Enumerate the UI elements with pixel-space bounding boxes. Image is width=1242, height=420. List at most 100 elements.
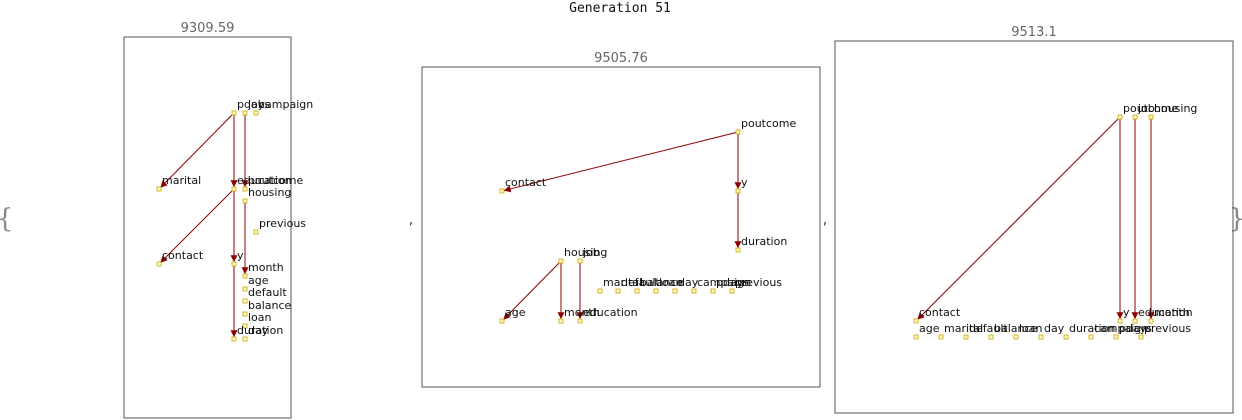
node-contact bbox=[913, 318, 919, 324]
panel-frame bbox=[123, 36, 292, 419]
node-label-month: month bbox=[564, 306, 600, 319]
node-campaign bbox=[1088, 334, 1094, 340]
node-label-poutcome: poutcome bbox=[1123, 102, 1178, 115]
node-label-pdays: pdays bbox=[237, 98, 270, 111]
node-education bbox=[231, 186, 237, 192]
node-label-poutcome: poutcome bbox=[248, 174, 303, 187]
edge-poutcome-to-contact bbox=[503, 131, 739, 193]
node-label-education: education bbox=[1138, 306, 1193, 319]
node-campaign bbox=[253, 110, 259, 116]
node-label-y: y bbox=[1123, 306, 1130, 319]
node-job bbox=[577, 258, 583, 264]
node-label-balance: balance bbox=[640, 276, 684, 289]
node-balance bbox=[988, 334, 994, 340]
node-balance bbox=[634, 288, 640, 294]
node-month bbox=[558, 318, 564, 324]
node-label-day: day bbox=[1044, 322, 1065, 335]
node-label-pdays: pdays bbox=[716, 276, 749, 289]
node-label-duration: duration bbox=[741, 235, 787, 248]
node-contact bbox=[499, 188, 505, 194]
separator-2: , bbox=[823, 212, 827, 228]
node-label-default: default bbox=[248, 286, 287, 299]
node-label-marital: marital bbox=[162, 174, 201, 187]
node-housing bbox=[558, 258, 564, 264]
node-label-marital: marital bbox=[603, 276, 642, 289]
edge-pdays-to-marital bbox=[160, 112, 235, 188]
node-age bbox=[242, 286, 248, 292]
node-previous bbox=[253, 229, 259, 235]
node-label-y: y bbox=[237, 249, 244, 262]
node-label-default: default bbox=[969, 322, 1008, 335]
node-day bbox=[1038, 334, 1044, 340]
node-label-previous: previous bbox=[259, 217, 306, 230]
node-duration bbox=[735, 247, 741, 253]
edge-housing-to-age bbox=[503, 260, 562, 320]
node-previous bbox=[729, 288, 735, 294]
node-label-job: job bbox=[582, 246, 600, 259]
node-label-balance: balance bbox=[994, 322, 1038, 335]
node-day bbox=[672, 288, 678, 294]
panel-frame bbox=[421, 66, 821, 388]
panel-score: 9505.76 bbox=[594, 51, 648, 66]
node-label-contact: contact bbox=[162, 249, 204, 262]
node-label-job: job bbox=[247, 98, 265, 111]
node-label-marital: marital bbox=[944, 322, 983, 335]
node-label-age: age bbox=[505, 306, 526, 319]
node-poutcome bbox=[735, 129, 741, 135]
node-pdays bbox=[710, 288, 716, 294]
node-housing bbox=[1148, 114, 1154, 120]
node-y bbox=[231, 261, 237, 267]
node-label-day: day bbox=[678, 276, 699, 289]
node-poutcome bbox=[242, 186, 248, 192]
node-age bbox=[913, 334, 919, 340]
node-label-housing: housing bbox=[248, 186, 291, 199]
node-label-age: age bbox=[248, 274, 269, 287]
node-label-age: age bbox=[919, 322, 940, 335]
node-label-y: y bbox=[741, 176, 748, 189]
node-label-duration: duration bbox=[1069, 322, 1115, 335]
node-label-contact: contact bbox=[505, 176, 547, 189]
node-label-job: job bbox=[1137, 102, 1155, 115]
node-age bbox=[499, 318, 505, 324]
node-marital bbox=[156, 186, 162, 192]
node-label-default: default bbox=[621, 276, 660, 289]
node-label-month: month bbox=[248, 261, 284, 274]
node-label-balance: balance bbox=[248, 299, 292, 312]
node-default bbox=[963, 334, 969, 340]
panel-frame bbox=[834, 40, 1234, 414]
node-label-previous: previous bbox=[1144, 322, 1191, 335]
node-default bbox=[242, 298, 248, 304]
separator-1: , bbox=[409, 212, 413, 228]
edge-poutcome-to-contact bbox=[917, 116, 1121, 320]
edge-education-to-contact bbox=[160, 188, 235, 263]
node-month bbox=[1148, 318, 1154, 324]
open-brace: { bbox=[0, 204, 13, 234]
node-education bbox=[577, 318, 583, 324]
node-default bbox=[615, 288, 621, 294]
node-loan bbox=[653, 288, 659, 294]
node-pdays bbox=[231, 110, 237, 116]
network-panel-2: 9505.76 poutcome contact y duration housingjo… bbox=[421, 51, 821, 388]
node-label-duration: duration bbox=[237, 324, 283, 337]
generation-title: Generation 51 bbox=[569, 1, 671, 16]
close-brace: } bbox=[1229, 204, 1242, 234]
node-duration bbox=[231, 336, 237, 342]
node-education bbox=[1132, 318, 1138, 324]
node-marital bbox=[597, 288, 603, 294]
node-balance bbox=[242, 311, 248, 317]
node-duration bbox=[1063, 334, 1069, 340]
node-label-loan: loan bbox=[659, 276, 683, 289]
node-loan bbox=[1013, 334, 1019, 340]
node-label-pdays: pdays bbox=[1119, 322, 1152, 335]
node-label-contact: contact bbox=[919, 306, 961, 319]
node-pdays bbox=[1113, 334, 1119, 340]
node-contact bbox=[156, 261, 162, 267]
node-label-housing: housing bbox=[1154, 102, 1197, 115]
node-previous bbox=[1138, 334, 1144, 340]
node-day bbox=[242, 336, 248, 342]
node-job bbox=[1132, 114, 1138, 120]
node-label-day: day bbox=[248, 324, 269, 337]
node-label-education: education bbox=[583, 306, 638, 319]
